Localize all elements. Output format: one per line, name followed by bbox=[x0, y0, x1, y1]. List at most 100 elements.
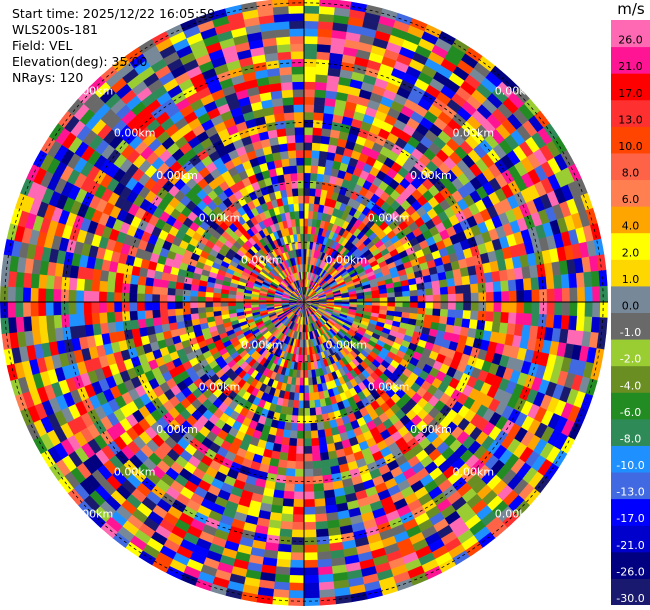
velocity-gate bbox=[204, 296, 214, 303]
velocity-gate bbox=[235, 301, 244, 306]
velocity-gate bbox=[292, 506, 305, 516]
velocity-gate bbox=[303, 111, 315, 121]
velocity-gate bbox=[98, 312, 108, 324]
velocity-gate bbox=[136, 310, 146, 320]
velocity-gate bbox=[22, 272, 33, 288]
velocity-gate bbox=[312, 134, 322, 144]
velocity-gate bbox=[312, 460, 322, 470]
velocity-gate bbox=[68, 277, 78, 291]
colorbar-tick-label: -6.0 bbox=[620, 406, 641, 419]
velocity-gate bbox=[136, 284, 146, 294]
velocity-gate bbox=[14, 286, 24, 303]
velocity-gate bbox=[279, 528, 293, 538]
velocity-gate bbox=[272, 489, 285, 499]
velocity-gate bbox=[285, 188, 294, 198]
velocity-gate bbox=[323, 489, 336, 499]
velocity-gate bbox=[592, 301, 601, 318]
velocity-gate bbox=[416, 282, 426, 291]
velocity-gate bbox=[545, 314, 555, 329]
velocity-gate bbox=[182, 289, 191, 297]
velocity-gate bbox=[364, 294, 373, 300]
velocity-gate bbox=[303, 225, 309, 234]
velocity-gate bbox=[315, 74, 329, 84]
velocity-gate bbox=[303, 415, 311, 424]
velocity-gate bbox=[431, 280, 441, 289]
velocity-gate bbox=[297, 408, 305, 417]
velocity-gate bbox=[424, 288, 434, 296]
velocity-gate bbox=[182, 301, 191, 309]
velocity-gate bbox=[523, 289, 533, 303]
velocity-gate bbox=[274, 20, 290, 31]
velocity-gate bbox=[303, 392, 310, 402]
velocity-gate bbox=[274, 481, 286, 492]
velocity-gate bbox=[293, 104, 305, 113]
velocity-gate bbox=[522, 313, 532, 327]
velocity-gate bbox=[296, 164, 305, 174]
velocity-gate bbox=[274, 112, 286, 123]
colorbar-tick-label: 1.0 bbox=[622, 273, 640, 286]
velocity-gate bbox=[314, 96, 326, 106]
velocity-gate bbox=[277, 543, 292, 553]
velocity-gate bbox=[303, 574, 319, 584]
velocity-gate bbox=[310, 172, 318, 182]
velocity-gate bbox=[447, 293, 457, 303]
velocity-gate bbox=[575, 272, 586, 288]
velocity-gate bbox=[289, 430, 298, 439]
velocity-gate bbox=[106, 281, 116, 293]
velocity-gate bbox=[281, 158, 290, 168]
velocity-gate bbox=[317, 429, 326, 439]
velocity-gate bbox=[507, 279, 517, 292]
colorbar-tick-label: -13.0 bbox=[616, 486, 644, 499]
velocity-gate bbox=[189, 295, 198, 303]
velocity-gate bbox=[476, 320, 486, 331]
velocity-gate bbox=[271, 0, 289, 8]
velocity-gate bbox=[313, 104, 325, 114]
range-ring-label: 0.00km bbox=[114, 127, 156, 140]
velocity-gate bbox=[291, 66, 305, 75]
velocity-gate bbox=[0, 285, 9, 303]
velocity-gate bbox=[22, 316, 33, 332]
velocity-gate bbox=[68, 301, 77, 315]
velocity-gate bbox=[293, 491, 305, 500]
velocity-gate bbox=[30, 273, 40, 289]
velocity-gate bbox=[314, 399, 321, 409]
velocity-gate bbox=[440, 301, 449, 310]
velocity-gate bbox=[0, 301, 9, 319]
velocity-gate bbox=[45, 274, 55, 290]
velocity-gate bbox=[409, 289, 419, 297]
velocity-gate bbox=[106, 311, 116, 323]
velocity-gate bbox=[508, 290, 518, 303]
velocity-gate bbox=[309, 187, 317, 197]
velocity-gate bbox=[174, 301, 183, 310]
velocity-gate bbox=[455, 301, 464, 311]
velocity-gate bbox=[316, 43, 332, 53]
velocity-gate bbox=[288, 590, 305, 599]
velocity-gate bbox=[292, 195, 300, 204]
velocity-gate bbox=[308, 400, 316, 409]
velocity-gate bbox=[303, 119, 314, 128]
velocity-gate bbox=[296, 430, 305, 440]
velocity-gate bbox=[53, 314, 63, 329]
velocity-gate bbox=[303, 453, 313, 462]
velocity-gate bbox=[446, 316, 456, 327]
velocity-gate bbox=[432, 301, 442, 310]
velocity-gate bbox=[297, 187, 305, 196]
velocity-gate bbox=[90, 290, 100, 303]
velocity-gate bbox=[318, 444, 329, 454]
velocity-gate bbox=[387, 301, 396, 308]
velocity-gate bbox=[298, 385, 305, 394]
velocity-gate bbox=[546, 288, 556, 303]
velocity-gate bbox=[151, 309, 161, 319]
velocity-gate bbox=[303, 499, 315, 508]
velocity-gate bbox=[312, 475, 324, 485]
velocity-gate bbox=[293, 499, 305, 508]
colorbar-tick-label: -2.0 bbox=[620, 353, 641, 366]
range-ring-label: 0.00km bbox=[495, 84, 537, 97]
velocity-gate bbox=[507, 312, 517, 325]
velocity-gate bbox=[462, 284, 472, 294]
velocity-gate bbox=[576, 301, 586, 317]
velocity-gate bbox=[553, 274, 563, 290]
nrays-label: NRays: 120 bbox=[12, 70, 84, 85]
velocity-gate bbox=[197, 312, 207, 319]
velocity-gate bbox=[189, 289, 199, 297]
